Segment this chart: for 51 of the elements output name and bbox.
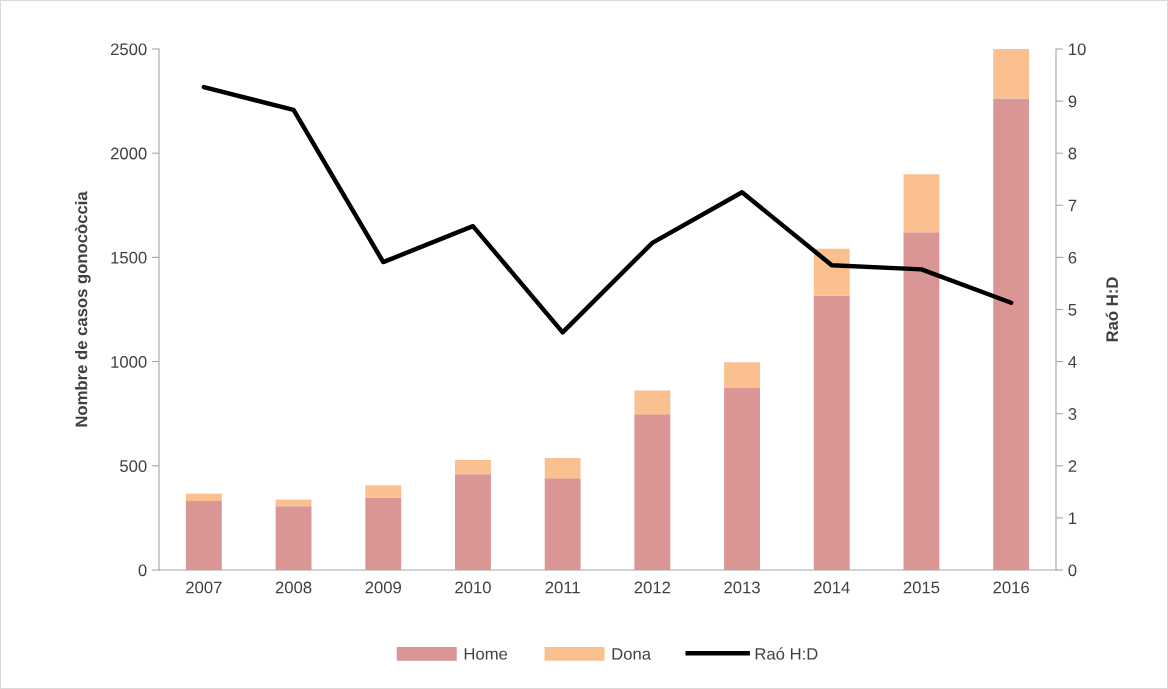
x-tick-label: 2015 [903,581,940,594]
bar [275,506,312,570]
bar [903,174,940,233]
y-tick-label: 500 [120,460,147,472]
y2-tick-label: 6 [1068,251,1077,264]
legend-label: Home [464,648,508,660]
x-tick-label: 2014 [814,581,850,594]
y-tick-label: 2000 [110,147,147,160]
y-tick-label: 2500 [110,43,147,56]
y2-tick-label: 7 [1068,199,1077,212]
x-tick-label: 2010 [455,581,491,594]
bar [185,501,222,570]
y2-tick-label: 4 [1068,356,1077,368]
bar [365,497,402,570]
bar [903,232,940,570]
y2-tick-label: 10 [1069,43,1086,56]
y-tick-label: 0 [138,564,147,577]
bar [544,457,581,479]
y-tick-label: 1500 [111,251,147,264]
y2-tick-label: 0 [1068,564,1077,577]
bar [185,493,222,502]
bar [993,98,1030,570]
legend-label: Dona [612,648,652,660]
line-series [201,84,1014,335]
y2-tick-label: 1 [1069,512,1077,524]
bar [634,390,671,415]
y-tick-label: 1000 [111,356,147,368]
bar [993,49,1030,99]
x-tick-label: 2008 [275,581,312,594]
bar [455,474,491,570]
bar [365,485,402,498]
x-tick-label: 2013 [724,581,760,594]
y2-axis-title: Raó H:D [1105,277,1119,342]
x-tick-label: 2007 [186,581,222,594]
x-tick-label: 2016 [993,581,1029,594]
bar [724,362,760,388]
x-tick-label: 2009 [365,581,401,594]
bar [813,295,850,570]
bar [724,387,760,570]
y-axis-title: Nombre de casos gonocòccia [74,191,91,427]
legend-label: Raó H:D [755,647,818,660]
y2-tick-label: 3 [1068,408,1077,420]
bar [455,459,491,475]
y2-tick-label: 8 [1068,147,1077,160]
bar [544,478,581,570]
y2-tick-label: 5 [1068,304,1077,316]
x-tick-label: 2011 [545,581,580,594]
bar [634,414,671,570]
y2-tick-label: 9 [1068,95,1077,108]
y2-tick-label: 2 [1068,460,1077,472]
x-tick-label: 2012 [634,581,671,594]
